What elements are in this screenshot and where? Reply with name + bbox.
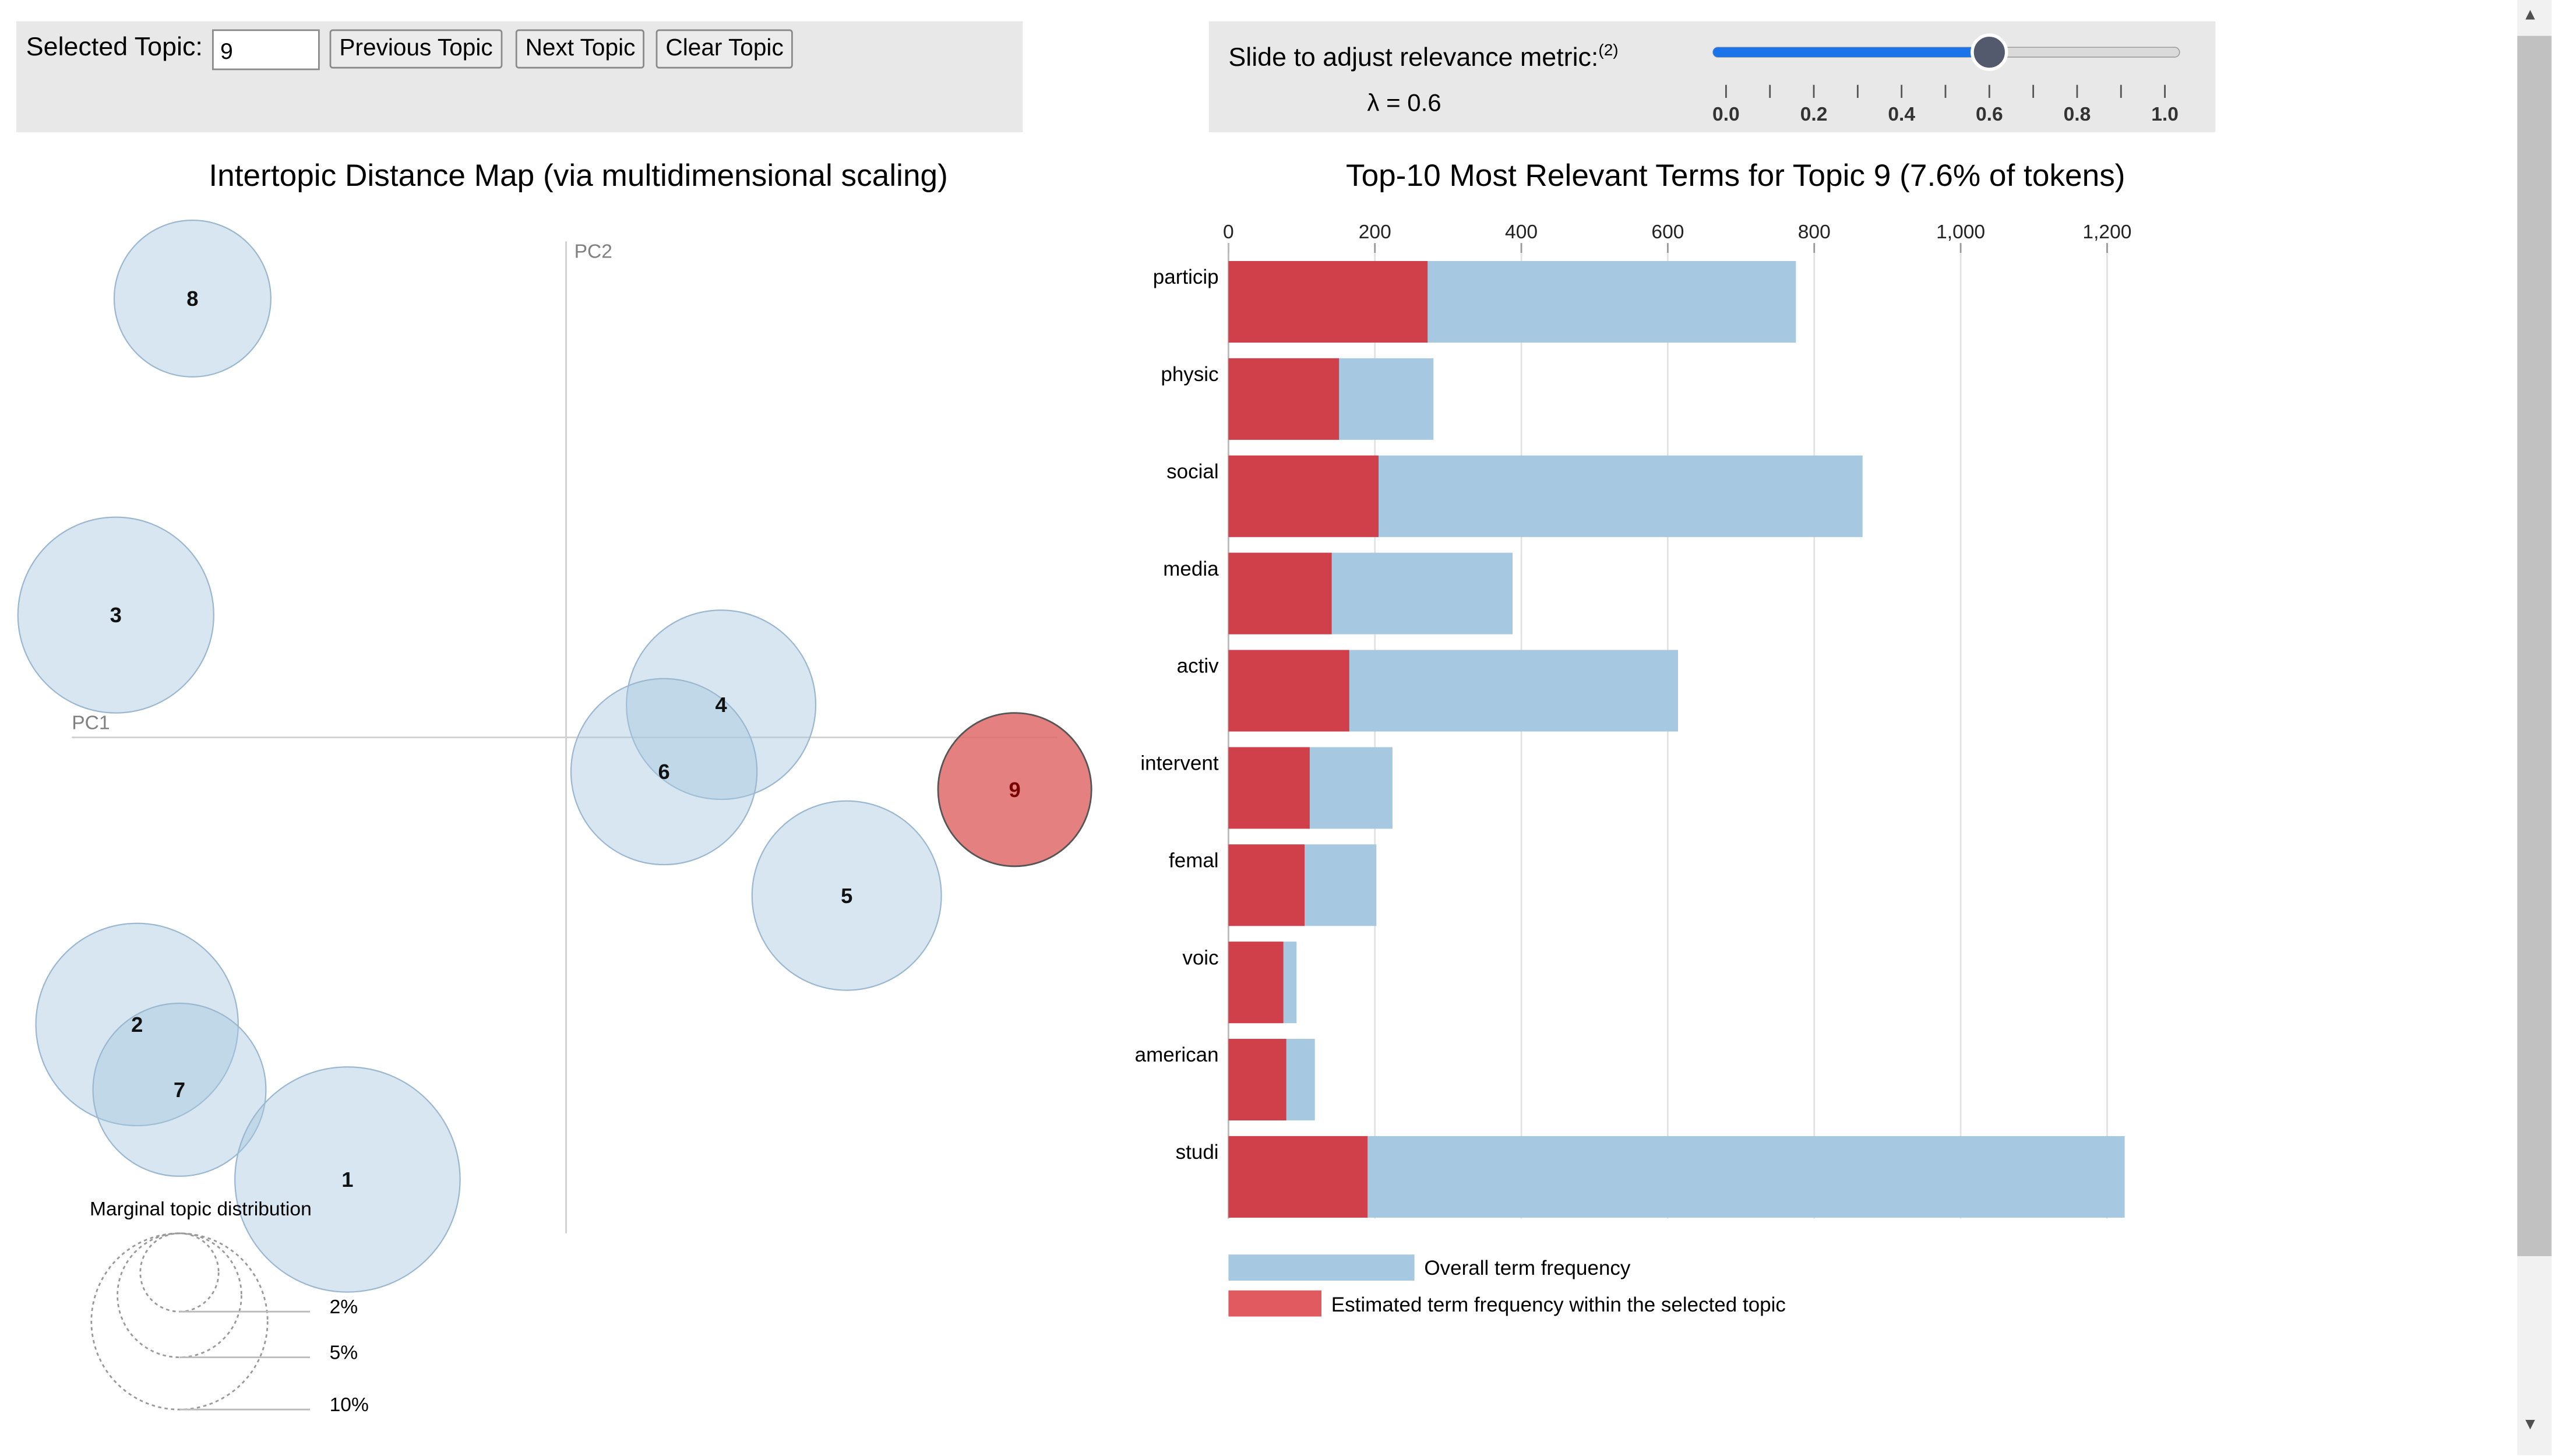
bar-overall-studi[interactable]: [1228, 1136, 2125, 1218]
legend-circle-2: [139, 1232, 220, 1313]
x-tick-label: 400: [1505, 221, 1538, 243]
x-tick-label: 1,200: [2082, 221, 2131, 243]
x-tick-label: 800: [1798, 221, 1831, 243]
slider-tick-label: 0.6: [1976, 104, 2003, 125]
term-label-studi[interactable]: studi: [1176, 1141, 1219, 1164]
term-label-american[interactable]: american: [1135, 1043, 1219, 1066]
page-scrollbar[interactable]: ▲ ▼: [2517, 0, 2552, 1455]
bar-topic-voic[interactable]: [1228, 942, 1284, 1024]
legend-label-5: 5%: [330, 1342, 358, 1363]
term-label-activ[interactable]: activ: [1177, 655, 1219, 678]
next-topic-button[interactable]: Next Topic: [515, 29, 646, 69]
intertopic-title: Intertopic Distance Map (via multidimens…: [209, 160, 948, 195]
legend-circle-5: [117, 1232, 242, 1358]
topic-bubble-9[interactable]: [937, 712, 1092, 868]
term-label-voic[interactable]: voic: [1182, 946, 1218, 969]
clear-topic-button[interactable]: Clear Topic: [655, 29, 794, 69]
legend-label-10: 10%: [330, 1394, 369, 1416]
previous-topic-button[interactable]: Previous Topic: [329, 29, 503, 69]
chart-title: Top-10 Most Relevant Terms for Topic 9 (…: [1346, 160, 2126, 195]
slider-tick-label: 1.0: [2151, 104, 2179, 125]
topic-bubble-3[interactable]: [17, 516, 214, 714]
topic-label-6: 6: [658, 760, 669, 784]
topic-label-1: 1: [341, 1168, 353, 1191]
x-tick-label: 0: [1223, 221, 1234, 243]
selected-topic-label: Selected Topic:: [26, 34, 203, 62]
relevant-terms-chart: 0 200 400 600 800 1,000 1,200 particip physic soc…: [1135, 221, 2131, 1317]
topic-label-5: 5: [841, 884, 852, 908]
topic-bubble-8[interactable]: [113, 219, 272, 378]
topic-bubble-2[interactable]: [35, 922, 239, 1127]
topic-label-2: 2: [131, 1013, 143, 1037]
term-label-physic[interactable]: physic: [1161, 363, 1218, 386]
topic-label-8: 8: [186, 287, 198, 311]
legend-swatch-topic: [1228, 1290, 1321, 1317]
slider-tick-label: 0.8: [2064, 104, 2091, 125]
relevance-panel: [1208, 21, 2216, 132]
slider-label-text: Slide to adjust relevance metric:: [1228, 44, 1599, 73]
bar-topic-american[interactable]: [1228, 1039, 1286, 1121]
slider-tick-label: 0.0: [1712, 104, 1740, 125]
selected-topic-input[interactable]: [212, 29, 320, 70]
bar-topic-femal[interactable]: [1228, 844, 1305, 926]
legend-circle-10: [90, 1232, 269, 1411]
size-legend: 2% 5% 10%: [90, 1232, 369, 1416]
topic-bubble-1[interactable]: [234, 1066, 461, 1293]
intertopic-map: PC1 PC2 8 3 4 6 9 5 2 7 1 Marginal topic distrib…: [17, 219, 1092, 1416]
bar-topic-physic[interactable]: [1228, 358, 1340, 440]
legend-swatch-overall: [1228, 1254, 1415, 1281]
x-tick-label: 1,000: [1936, 221, 1985, 243]
legend-label-topic: Estimated term frequency within the sele…: [1331, 1293, 1786, 1316]
x-tick-label: 600: [1651, 221, 1684, 243]
pc1-label: PC1: [72, 713, 110, 734]
bar-topic-social[interactable]: [1228, 455, 1379, 537]
slider-fill: [1713, 47, 1990, 57]
scroll-down-icon[interactable]: ▼: [2522, 1416, 2539, 1434]
term-label-social[interactable]: social: [1166, 460, 1218, 483]
bar-topic-activ[interactable]: [1228, 650, 1349, 732]
topic-label-4: 4: [715, 693, 727, 717]
marginal-label: Marginal topic distribution: [90, 1198, 312, 1220]
slider-tick-label: 0.4: [1888, 104, 1915, 125]
bar-topic-media[interactable]: [1228, 552, 1332, 634]
lambda-value: λ = 0.6: [1367, 90, 1441, 118]
bar-topic-studi[interactable]: [1228, 1136, 1368, 1218]
term-label-femal[interactable]: femal: [1169, 849, 1219, 872]
topic-label-7: 7: [174, 1078, 185, 1102]
slider-footnote: (2): [1598, 42, 1619, 61]
term-label-particip[interactable]: particip: [1153, 266, 1219, 288]
pc2-label: PC2: [574, 241, 612, 262]
term-label-intervent[interactable]: intervent: [1140, 752, 1219, 775]
scrollbar-thumb[interactable]: [2517, 36, 2552, 1256]
x-tick-label: 200: [1359, 221, 1391, 243]
topic-bubble-5[interactable]: [751, 800, 942, 991]
slider-thumb[interactable]: [1971, 33, 2008, 71]
topic-label-3: 3: [110, 603, 122, 627]
topic-label-9: 9: [1009, 778, 1020, 802]
topic-bubble-7[interactable]: [92, 1002, 267, 1177]
topic-bubble-4[interactable]: [626, 609, 817, 801]
legend-label-2: 2%: [330, 1296, 358, 1318]
bar-plot: 0 200 400 600 800 1,000 1,200 particip physic soc…: [1135, 221, 2131, 1317]
slider-label: Slide to adjust relevance metric:(2): [1228, 43, 1618, 74]
bar-topic-intervent[interactable]: [1228, 747, 1310, 829]
scroll-up-icon[interactable]: ▲: [2522, 6, 2539, 24]
term-label-media[interactable]: media: [1163, 558, 1219, 580]
bar-topic-particip[interactable]: [1228, 261, 1428, 343]
topic-bubble-6[interactable]: [570, 678, 758, 866]
relevance-slider[interactable]: 0.0 0.2 0.4 0.6 0.8 1.0: [1697, 29, 2202, 133]
slider-tick-label: 0.2: [1800, 104, 1828, 125]
legend-label-overall: Overall term frequency: [1424, 1257, 1631, 1279]
